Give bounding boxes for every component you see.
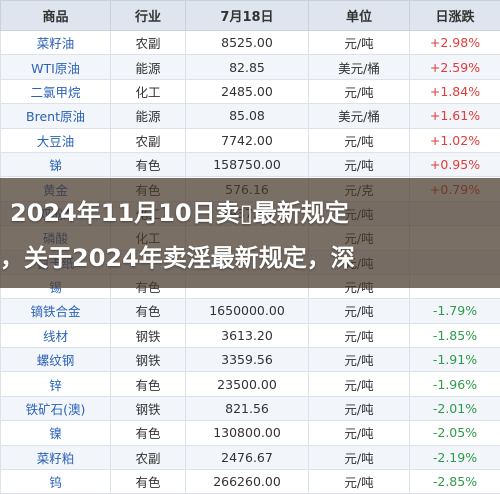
commodity-name[interactable]: 菜籽粕	[1, 445, 111, 469]
commodity-name[interactable]: 二氯甲烷	[1, 79, 111, 103]
price-cell: 7742.00	[186, 128, 309, 152]
price-cell: 130800.00	[186, 421, 309, 445]
price-cell: 8525.00	[186, 31, 309, 55]
change-cell: -1.96%	[410, 372, 500, 396]
commodity-name[interactable]: 铁矿石(澳)	[1, 396, 111, 420]
industry-cell: 农副	[111, 31, 186, 55]
table-header-row: 商品 行业 7月18日 单位 日涨跌	[1, 1, 500, 31]
change-cell: -1.85%	[410, 323, 500, 347]
price-cell: 85.08	[186, 104, 309, 128]
unit-cell: 美元/桶	[309, 104, 410, 128]
commodity-name[interactable]: 螺纹钢	[1, 348, 111, 372]
price-cell: 2485.00	[186, 79, 309, 103]
header-commodity[interactable]: 商品	[1, 1, 111, 31]
headline-line-1: 2024年11月10日卖▯最新规定	[10, 193, 500, 228]
unit-cell: 元/吨	[309, 445, 410, 469]
price-cell: 3613.20	[186, 323, 309, 347]
industry-cell: 农副	[111, 445, 186, 469]
industry-cell: 有色	[111, 372, 186, 396]
header-unit[interactable]: 单位	[309, 1, 410, 31]
change-cell: +1.61%	[410, 104, 500, 128]
change-cell: -2.05%	[410, 421, 500, 445]
industry-cell: 钢铁	[111, 348, 186, 372]
price-cell: 82.85	[186, 55, 309, 79]
unit-cell: 元/吨	[309, 79, 410, 103]
commodity-name[interactable]: 锑	[1, 152, 111, 176]
unit-cell: 元/吨	[309, 31, 410, 55]
commodity-name[interactable]: 大豆油	[1, 128, 111, 152]
commodity-name[interactable]: 锌	[1, 372, 111, 396]
commodity-name[interactable]: 线材	[1, 323, 111, 347]
commodity-name[interactable]: 菜籽油	[1, 31, 111, 55]
change-cell: +2.98%	[410, 31, 500, 55]
industry-cell: 有色	[111, 470, 186, 494]
unit-cell: 元/吨	[309, 323, 410, 347]
industry-cell: 能源	[111, 104, 186, 128]
commodity-name[interactable]: 镝铁合金	[1, 299, 111, 323]
commodity-name[interactable]: WTI原油	[1, 55, 111, 79]
change-cell: -1.79%	[410, 299, 500, 323]
unit-cell: 元/吨	[309, 470, 410, 494]
industry-cell: 有色	[111, 152, 186, 176]
price-cell: 158750.00	[186, 152, 309, 176]
change-cell: +1.02%	[410, 128, 500, 152]
unit-cell: 元/吨	[309, 421, 410, 445]
commodity-name[interactable]: Brent原油	[1, 104, 111, 128]
header-date-price[interactable]: 7月18日	[186, 1, 309, 31]
unit-cell: 元/吨	[309, 372, 410, 396]
price-cell: 3359.56	[186, 348, 309, 372]
change-cell: +1.84%	[410, 79, 500, 103]
change-cell: -1.91%	[410, 348, 500, 372]
price-cell: 821.56	[186, 396, 309, 420]
change-cell: -2.19%	[410, 445, 500, 469]
headline-line-2: ，关于2024年卖淫最新规定，深	[0, 238, 500, 273]
industry-cell: 钢铁	[111, 323, 186, 347]
industry-cell: 有色	[111, 421, 186, 445]
commodity-name[interactable]: 钨	[1, 470, 111, 494]
header-daily-change[interactable]: 日涨跌	[410, 1, 500, 31]
unit-cell: 元/吨	[309, 348, 410, 372]
price-cell: 266260.00	[186, 470, 309, 494]
price-cell: 2476.67	[186, 445, 309, 469]
change-cell: +0.95%	[410, 152, 500, 176]
unit-cell: 元/吨	[309, 299, 410, 323]
industry-cell: 化工	[111, 79, 186, 103]
price-cell: 23500.00	[186, 372, 309, 396]
unit-cell: 元/吨	[309, 128, 410, 152]
industry-cell: 有色	[111, 299, 186, 323]
industry-cell: 能源	[111, 55, 186, 79]
price-cell: 1650000.00	[186, 299, 309, 323]
change-cell: -2.85%	[410, 470, 500, 494]
industry-cell: 钢铁	[111, 396, 186, 420]
unit-cell: 美元/桶	[309, 55, 410, 79]
unit-cell: 元/吨	[309, 396, 410, 420]
change-cell: -2.01%	[410, 396, 500, 420]
industry-cell: 农副	[111, 128, 186, 152]
change-cell: +2.59%	[410, 55, 500, 79]
unit-cell: 元/吨	[309, 152, 410, 176]
commodity-name[interactable]: 镍	[1, 421, 111, 445]
header-industry[interactable]: 行业	[111, 1, 186, 31]
